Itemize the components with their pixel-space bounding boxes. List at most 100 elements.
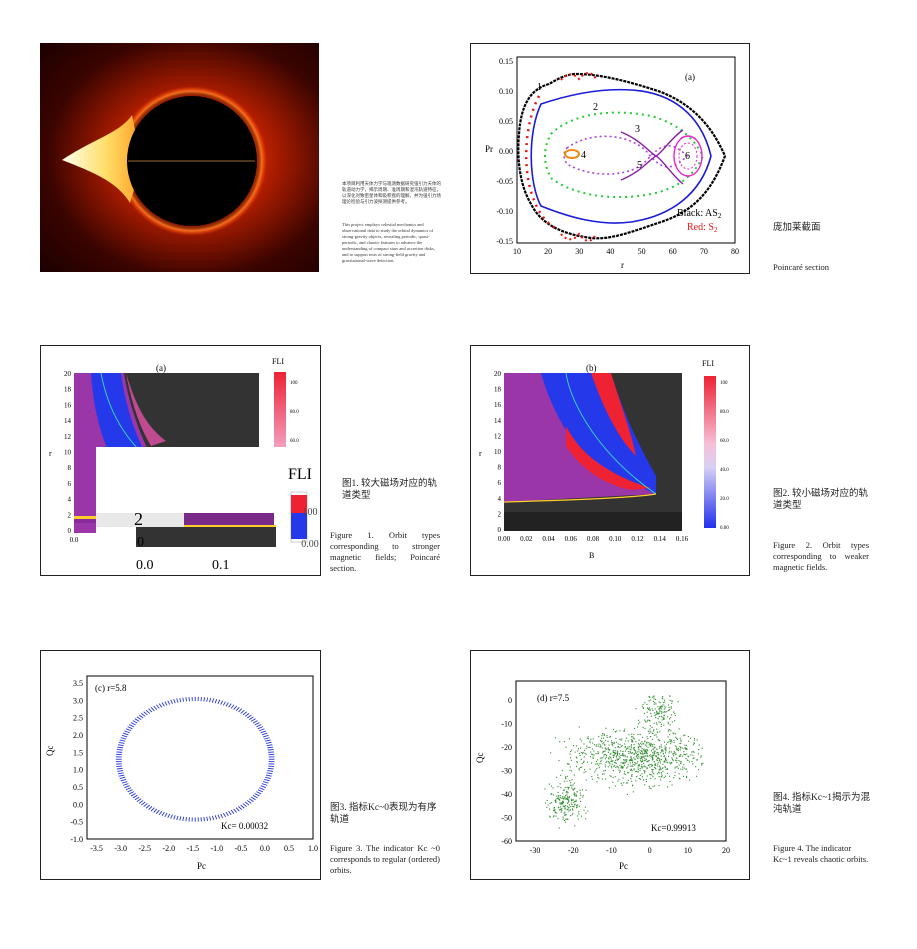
orbit-point: [677, 767, 679, 769]
orbit-point: [646, 711, 648, 713]
orbit-point: [560, 787, 562, 789]
orbit-point: [654, 701, 656, 704]
orbit-point: [610, 775, 612, 778]
orbit-point: [616, 765, 618, 767]
orbit-point: [616, 754, 619, 756]
orbit-point: [655, 763, 657, 765]
orbit-point: [564, 814, 566, 816]
orbit-point: [659, 769, 661, 771]
orbit-point: [606, 748, 608, 750]
orbit-point: [571, 800, 573, 802]
orbit-point: [574, 795, 576, 797]
orbit-point: [660, 711, 663, 713]
orbit-point: [643, 770, 645, 772]
orbit-point: [598, 752, 600, 754]
orbit-point: [631, 739, 633, 741]
orbit-point: [647, 746, 649, 748]
orbit-point: [136, 716, 142, 721]
orbit-point: [652, 772, 654, 774]
orbit-point: [597, 745, 599, 747]
orbit-point: [667, 755, 670, 757]
orbit-point: [603, 734, 605, 736]
orbit-point: [667, 741, 669, 743]
orbit-point: [612, 770, 614, 772]
y-tick-label: -60: [501, 837, 512, 846]
orbit-point: [684, 747, 686, 749]
orbit-point: [658, 712, 660, 714]
y-tick-label: -10: [501, 719, 512, 728]
orbit-point: [145, 804, 150, 809]
orbit-point: [620, 739, 622, 741]
orbit-point: [646, 755, 648, 757]
orbit-point: [254, 793, 260, 797]
orbit-point: [564, 786, 566, 788]
y-tick-label: 10: [64, 449, 72, 457]
orbit-point: [252, 720, 258, 724]
orbit-point: [630, 760, 632, 762]
orbit-point: [638, 777, 640, 780]
orbit-point: [664, 755, 666, 757]
orbit-point: [554, 737, 556, 739]
orbit-point: [669, 729, 671, 731]
orbit-point: [576, 791, 578, 793]
orbit-point: [556, 812, 558, 814]
orbit-point: [615, 752, 617, 755]
orbit-point: [597, 751, 599, 753]
orbit-point: [565, 821, 567, 823]
orbit-point: [639, 759, 642, 761]
orbit-point: [641, 773, 643, 775]
orbit-point: [697, 753, 700, 755]
orbit-point: [628, 772, 630, 774]
orbit-point: [578, 805, 580, 807]
orbit-point: [558, 806, 560, 808]
orbit-point: [638, 750, 640, 752]
y-tick-label: 18: [64, 386, 72, 394]
orbit-point: [265, 741, 272, 744]
orbit-point: [604, 769, 606, 771]
orbit-point: [654, 712, 656, 714]
orbit-point: [659, 759, 661, 761]
orbit-point: [664, 761, 666, 763]
orbit-point: [685, 748, 687, 750]
orbit-point: [667, 716, 669, 718]
orbit-point: [642, 754, 644, 756]
poincare-panel: (a): [685, 72, 695, 82]
cbar-tick-label: 80.0: [720, 410, 729, 415]
orbit-point: [649, 707, 651, 709]
orbit-point: [663, 741, 666, 743]
orbit-point: [652, 745, 654, 747]
orbit-point: [635, 741, 637, 743]
orbit-point: [658, 712, 660, 714]
orbit-point: [619, 764, 621, 766]
orbit-point: [671, 757, 673, 759]
orbit-point: [611, 742, 613, 744]
orbit-point: [663, 755, 665, 757]
orbit-point: [136, 798, 142, 802]
orbit-point: [622, 753, 624, 755]
orbit-point: [256, 791, 262, 795]
orbit-point: [649, 774, 652, 776]
orbit-point: [230, 809, 235, 814]
orbit-point: [559, 803, 561, 805]
orbit-point: [643, 766, 645, 768]
orbit-point: [623, 782, 625, 784]
overlay-0s: 0: [137, 533, 144, 548]
orbit-point: [573, 774, 575, 776]
orbit-point: [579, 797, 581, 800]
poincare-caption-zh: 庞加莱截面: [773, 223, 821, 233]
orbit-point: [637, 754, 639, 756]
poincare-xlabel: r: [621, 260, 624, 270]
orbit-point: [659, 721, 661, 723]
orbit-point: [557, 786, 559, 788]
fig2-caption-zh: 图2. 较小磁场对应的轨道类型: [773, 489, 869, 511]
orbit-point: [609, 753, 611, 755]
orbit-point: [629, 748, 631, 750]
orbit-point: [661, 776, 663, 778]
orbit-point: [220, 813, 224, 819]
orbit-point: [638, 765, 640, 767]
orbit-point: [575, 794, 577, 796]
orbit-point: [570, 815, 572, 817]
orbit-point: [598, 736, 600, 738]
orbit-point: [675, 753, 677, 756]
orbit-point: [554, 812, 556, 814]
